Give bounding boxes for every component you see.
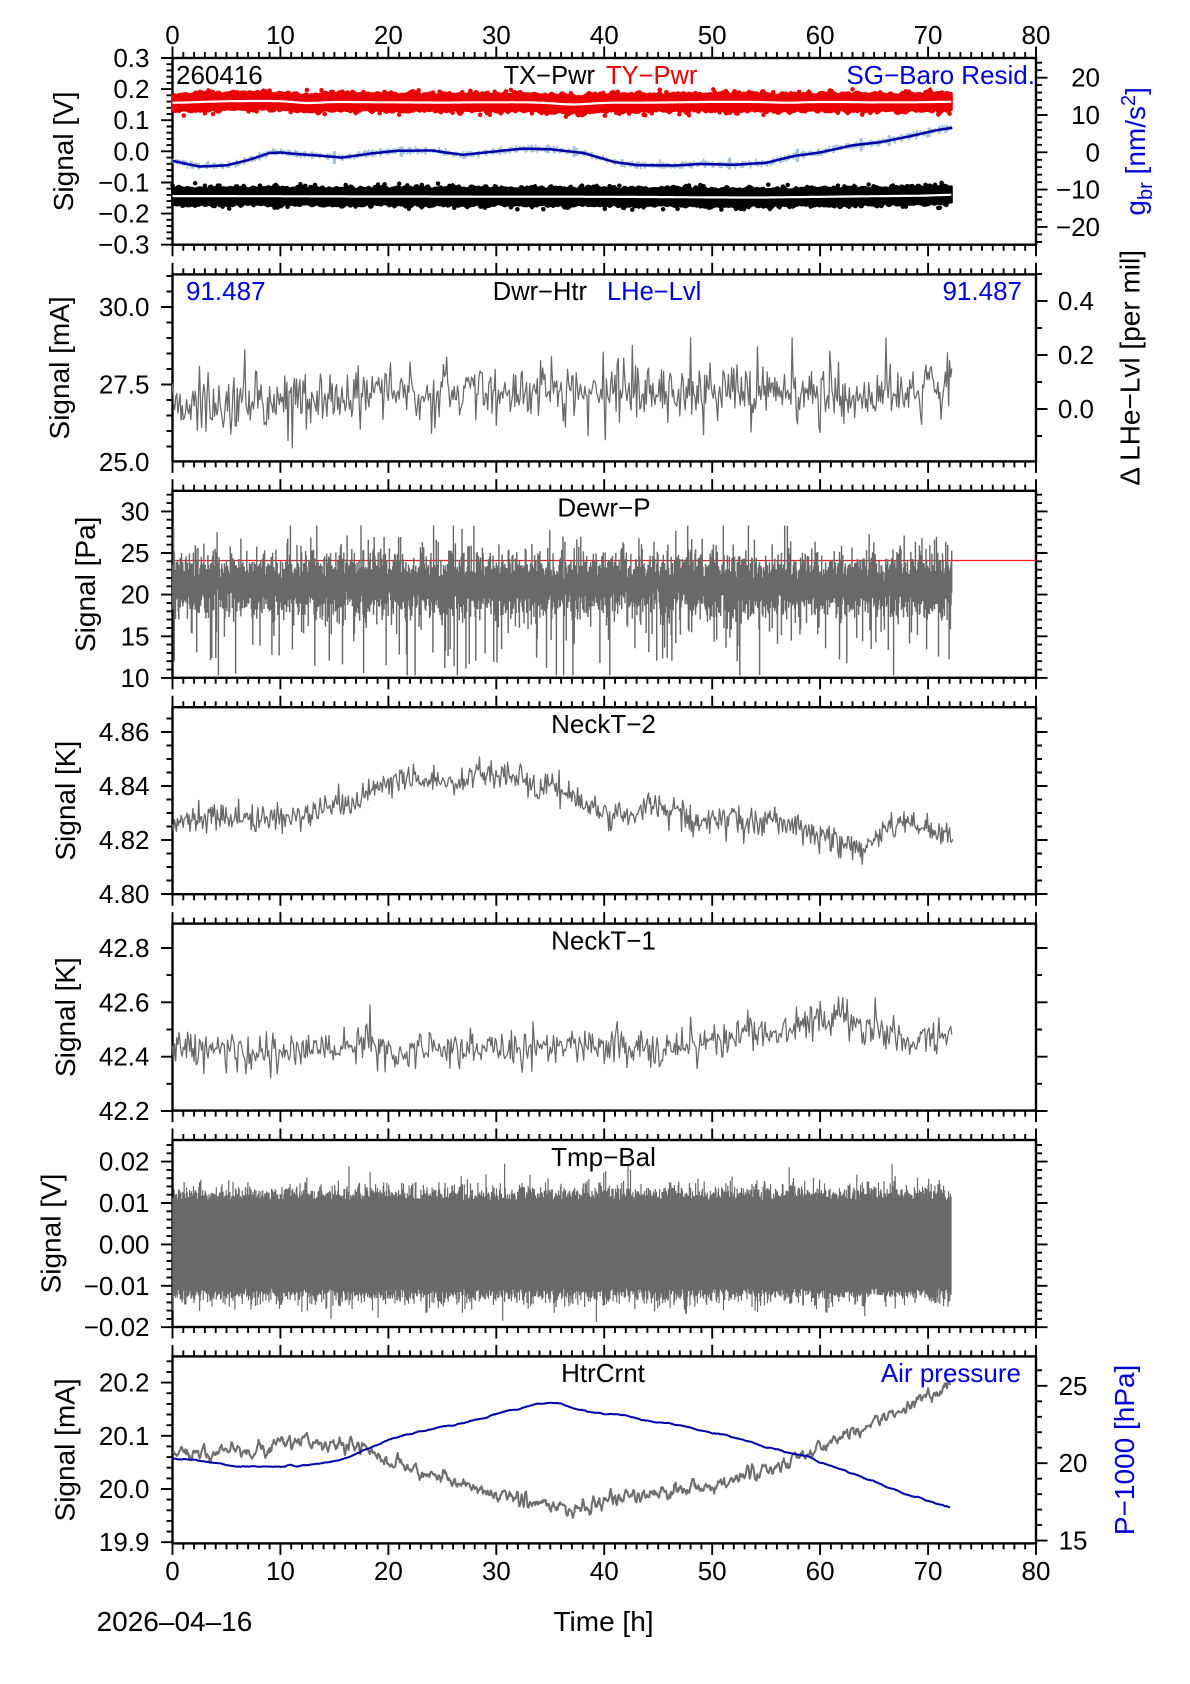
svg-text:TX−Pwr: TX−Pwr: [504, 62, 596, 90]
svg-text:20: 20: [121, 580, 150, 610]
svg-text:70: 70: [914, 20, 943, 50]
svg-text:0.2: 0.2: [1058, 340, 1094, 370]
svg-text:0.0: 0.0: [1058, 394, 1094, 424]
svg-text:Signal [Pa]: Signal [Pa]: [70, 517, 101, 652]
svg-text:20: 20: [374, 20, 403, 50]
svg-text:30: 30: [121, 496, 150, 526]
svg-text:0.0: 0.0: [113, 136, 149, 166]
svg-text:10: 10: [121, 663, 150, 693]
svg-text:50: 50: [698, 20, 727, 50]
svg-text:40: 40: [590, 20, 619, 50]
svg-text:30.0: 30.0: [99, 292, 150, 322]
svg-text:20: 20: [374, 1556, 403, 1586]
svg-text:4.84: 4.84: [99, 771, 150, 801]
svg-text:Air pressure: Air pressure: [881, 1358, 1021, 1388]
svg-text:0.1: 0.1: [113, 105, 149, 135]
svg-text:20: 20: [1059, 1448, 1088, 1478]
svg-text:30: 30: [482, 20, 511, 50]
svg-text:Time [h]: Time [h]: [553, 1606, 653, 1637]
svg-text:20.0: 20.0: [99, 1474, 150, 1504]
svg-text:42.2: 42.2: [99, 1096, 150, 1126]
svg-text:0.01: 0.01: [99, 1188, 150, 1218]
svg-text:91.487: 91.487: [186, 276, 266, 306]
svg-text:25.0: 25.0: [99, 447, 150, 477]
svg-text:0: 0: [165, 20, 179, 50]
svg-text:20.1: 20.1: [99, 1421, 150, 1451]
svg-text:NeckT−2: NeckT−2: [551, 709, 656, 739]
svg-text:0.00: 0.00: [99, 1229, 150, 1259]
svg-text:91.487: 91.487: [942, 276, 1022, 306]
svg-text:25: 25: [1059, 1371, 1088, 1401]
svg-text:−0.3: −0.3: [98, 230, 149, 260]
svg-text:42.8: 42.8: [99, 933, 150, 963]
svg-text:Signal [K]: Signal [K]: [50, 957, 81, 1077]
svg-text:Tmp−Bal: Tmp−Bal: [551, 1142, 656, 1172]
svg-text:4.80: 4.80: [99, 879, 150, 909]
svg-text:NeckT−1: NeckT−1: [551, 925, 656, 955]
svg-text:60: 60: [806, 1556, 835, 1586]
svg-text:20: 20: [1071, 63, 1100, 93]
svg-text:2026–04–16: 2026–04–16: [97, 1606, 253, 1637]
svg-text:10: 10: [266, 1556, 295, 1586]
svg-text:80: 80: [1022, 1556, 1051, 1586]
svg-text:−0.02: −0.02: [84, 1312, 150, 1342]
svg-text:10: 10: [1071, 100, 1100, 130]
svg-text:60: 60: [806, 20, 835, 50]
svg-text:0.3: 0.3: [113, 43, 149, 73]
svg-text:Dwr−Htr: Dwr−Htr: [493, 278, 588, 306]
svg-text:0.4: 0.4: [1058, 286, 1094, 316]
svg-text:15: 15: [121, 621, 150, 651]
svg-text:−0.2: −0.2: [98, 199, 149, 229]
svg-text:25: 25: [121, 538, 150, 568]
svg-text:Signal [V]: Signal [V]: [36, 1174, 67, 1294]
svg-text:42.6: 42.6: [99, 987, 150, 1017]
svg-text:20.2: 20.2: [99, 1368, 150, 1398]
svg-text:30: 30: [482, 1556, 511, 1586]
svg-text:0.02: 0.02: [99, 1147, 150, 1177]
svg-text:0.2: 0.2: [113, 74, 149, 104]
svg-text:P−1000 [hPa]: P−1000 [hPa]: [1109, 1365, 1140, 1535]
svg-text:4.86: 4.86: [99, 717, 150, 747]
svg-text:27.5: 27.5: [99, 370, 150, 400]
svg-text:4.82: 4.82: [99, 825, 150, 855]
svg-text:80: 80: [1022, 20, 1051, 50]
svg-text:Signal [mA]: Signal [mA]: [44, 296, 75, 439]
svg-text:LHe−Lvl: LHe−Lvl: [607, 278, 701, 306]
svg-text:HtrCrnt: HtrCrnt: [561, 1358, 646, 1388]
svg-text:TY−Pwr: TY−Pwr: [606, 62, 698, 90]
svg-text:10: 10: [266, 20, 295, 50]
svg-text:50: 50: [698, 1556, 727, 1586]
svg-text:15: 15: [1059, 1526, 1088, 1556]
svg-text:Dewr−P: Dewr−P: [557, 493, 650, 523]
svg-text:Signal [mA]: Signal [mA]: [50, 1378, 81, 1521]
svg-text:70: 70: [914, 1556, 943, 1586]
svg-text:Signal [V]: Signal [V]: [48, 91, 79, 211]
svg-text:0: 0: [165, 1556, 179, 1586]
svg-text:Signal [K]: Signal [K]: [50, 741, 81, 861]
svg-text:260416: 260416: [176, 60, 263, 90]
svg-text:19.9: 19.9: [99, 1527, 150, 1557]
svg-text:−10: −10: [1056, 175, 1100, 205]
svg-text:SG−Baro Resid.: SG−Baro Resid.: [846, 60, 1035, 90]
svg-text:40: 40: [590, 1556, 619, 1586]
svg-text:42.4: 42.4: [99, 1042, 150, 1072]
svg-text:−0.01: −0.01: [84, 1271, 150, 1301]
svg-text:0: 0: [1086, 137, 1100, 167]
svg-text:Δ LHe−Lvl [per mil]: Δ LHe−Lvl [per mil]: [1115, 250, 1146, 486]
svg-text:−0.1: −0.1: [98, 167, 149, 197]
svg-text:−20: −20: [1056, 212, 1100, 242]
